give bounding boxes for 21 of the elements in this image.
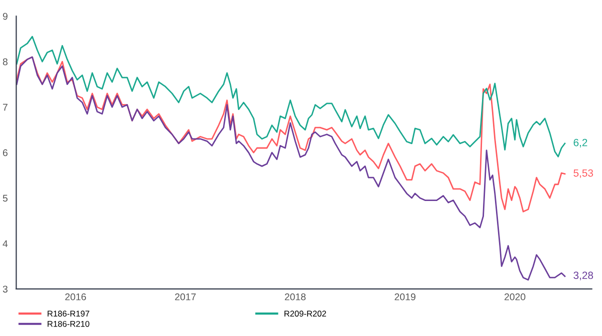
data-label: 6,2 (574, 138, 588, 148)
legend-label: R209-R202 (284, 310, 326, 317)
x-tick-label: 2018 (284, 293, 306, 300)
y-tick-label: 6 (3, 149, 8, 156)
y-tick-label: 5 (2, 194, 8, 202)
legend-label: R186-R210 (48, 320, 90, 327)
y-tick-label: 4 (2, 240, 8, 248)
x-tick-label: 2019 (394, 293, 416, 300)
data-label: 5,53 (574, 169, 594, 178)
x-tick-label: 2016 (65, 293, 86, 300)
y-tick-label: 3 (2, 286, 8, 293)
y-tick-label: 7 (3, 104, 8, 111)
y-tick-label: 8 (2, 58, 8, 66)
x-tick-label: 2017 (175, 293, 196, 300)
legend-label: R186-R197 (48, 310, 90, 317)
line-series (16, 36, 566, 158)
line-series (16, 56, 566, 281)
x-tick-label: 2020 (504, 293, 526, 300)
data-label: 3,28 (574, 272, 594, 280)
line-series (16, 56, 566, 212)
y-tick-label: 9 (2, 12, 8, 20)
